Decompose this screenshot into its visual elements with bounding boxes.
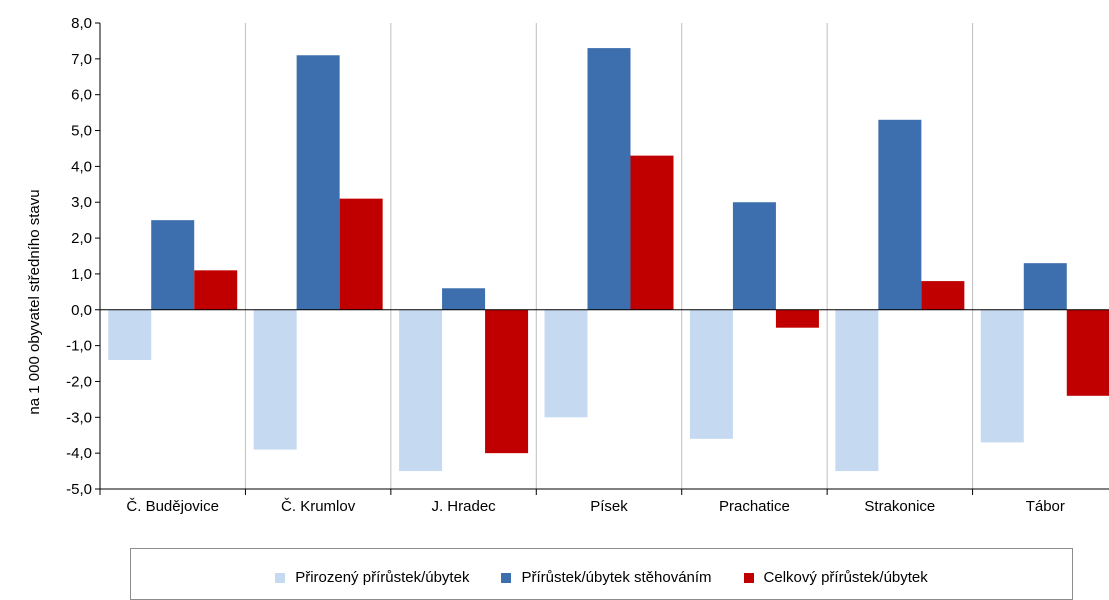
y-axis-label: na 1 000 obyvatel středního stavu [26,189,43,414]
bar-series-2-3 [442,288,486,310]
y-tick-label: 6,0 [71,87,92,104]
bar-series-1-2 [253,309,297,450]
legend-swatch-migration [501,572,512,583]
bar-series-3-2 [339,198,383,310]
x-tick-labels: Č. Budějovice Č. Krumlov J. Hradec Písek Pra… [126,498,1064,515]
legend-label-total: Celkový přírůstek/úbytek [763,569,928,586]
bar-series-1-4 [544,309,588,418]
legend-swatch-natural [275,572,286,583]
y-tick-label: 4,0 [71,158,92,175]
y-tick-label: -4,0 [66,445,92,462]
chart-axes [95,22,1109,495]
bar-series-2-7 [1023,263,1067,310]
bar-series-2-1 [151,220,195,310]
y-tick-label: 7,0 [71,51,92,68]
bar-series-3-7 [1066,309,1109,396]
bar-series-3-4 [630,155,674,310]
legend-swatch-total [743,572,754,583]
bar-series-3-6 [921,281,965,310]
y-tick-label: 8,0 [71,15,92,32]
x-tick-label: J. Hradec [431,498,496,515]
bar-series-3-1 [194,270,238,310]
bar-series-1-1 [108,309,152,360]
legend-label-natural: Přirozený přírůstek/úbytek [295,569,470,586]
x-tick-label: Č. Krumlov [281,498,356,515]
y-tick-label: 0,0 [71,302,92,319]
chart-grid [244,23,974,489]
bar-series-2-6 [878,119,922,310]
y-tick-label: 3,0 [71,194,92,211]
legend-item-total: Celkový přírůstek/úbytek [743,569,928,586]
y-tick-label: -5,0 [66,481,92,498]
bar-series-1-7 [980,309,1024,443]
chart-bars [108,48,1109,472]
y-tick-label: -1,0 [66,338,92,355]
chart: -5,0 -4,0 -3,0 -2,0 -1,0 0,0 1,0 2,0 3,0 4,0 5,0 6,… [26,15,1109,515]
bar-series-1-6 [835,309,879,472]
bar-series-1-3 [399,309,443,472]
y-tick-label: -2,0 [66,373,92,390]
legend-item-natural: Přirozený přírůstek/úbytek [275,569,469,586]
x-tick-label: Písek [590,498,628,515]
bar-series-2-2 [296,55,340,310]
bar-series-3-3 [485,309,529,454]
legend-item-migration: Přírůstek/úbytek stěhováním [501,569,712,586]
x-tick-label: Strakonice [864,498,935,515]
x-tick-label: Tábor [1026,498,1065,515]
y-tick-label: -3,0 [66,409,92,426]
bar-series-2-4 [587,48,631,310]
x-tick-label: Č. Budějovice [126,498,219,515]
legend-label-migration: Přírůstek/úbytek stěhováním [521,569,712,586]
y-tick-labels: -5,0 -4,0 -3,0 -2,0 -1,0 0,0 1,0 2,0 3,0 4,0 5,0 6,… [66,15,92,498]
y-tick-label: 5,0 [71,123,92,140]
x-tick-label: Prachatice [719,498,790,515]
legend: Přirozený přírůstek/úbytek Přírůstek/úby… [130,548,1073,600]
y-tick-label: 1,0 [71,266,92,283]
bar-series-3-5 [775,309,819,328]
y-tick-label: 2,0 [71,230,92,247]
bar-series-1-5 [689,309,733,439]
bar-series-2-5 [732,202,776,310]
